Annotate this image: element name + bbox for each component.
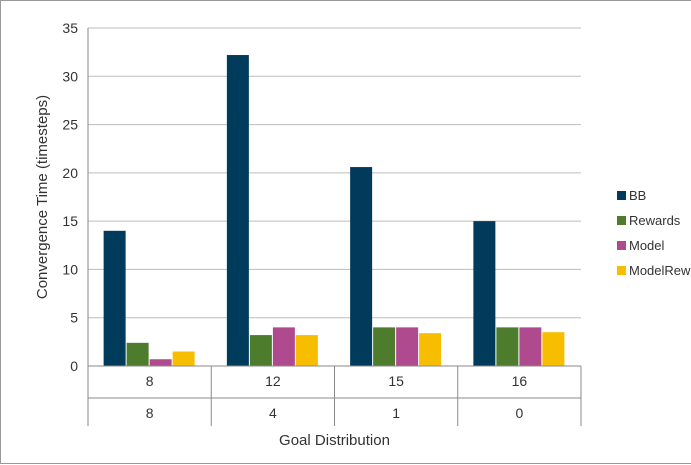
bar-bb-1 — [226, 55, 249, 366]
bar-modelrew-1 — [295, 335, 318, 366]
y-tick-labels: 0 5 10 15 20 25 30 35 — [62, 20, 78, 374]
legend-swatch-bb — [617, 191, 626, 200]
x-axis-title: Goal Distribution — [279, 432, 390, 449]
y-tick-label: 15 — [62, 213, 78, 229]
bar-bb-0 — [103, 230, 126, 366]
bar-model-2 — [396, 327, 419, 366]
bar-model-1 — [272, 327, 295, 366]
legend-swatch-model — [617, 241, 626, 250]
x-category-label: 12 — [265, 373, 281, 389]
legend-label-bb: BB — [629, 188, 646, 203]
y-tick-label: 20 — [62, 165, 78, 181]
bar-bb-2 — [350, 167, 373, 366]
y-tick-label: 35 — [62, 20, 78, 36]
bar-rewards-1 — [249, 335, 272, 366]
axes — [87, 28, 582, 426]
legend-swatch-modelrew — [617, 266, 626, 275]
y-tick-label: 10 — [62, 261, 78, 277]
x-category-label: 4 — [269, 405, 277, 421]
bar-rewards-2 — [373, 327, 396, 366]
x-category-label: 8 — [146, 373, 154, 389]
y-tick-label: 30 — [62, 68, 78, 84]
y-tick-label: 0 — [70, 358, 78, 374]
legend: BB Rewards Model ModelRew — [617, 188, 691, 278]
legend-label-modelrew: ModelRew — [629, 263, 691, 278]
legend-label-rewards: Rewards — [629, 213, 681, 228]
x-category-label: 8 — [146, 405, 154, 421]
x-category-label: 1 — [392, 405, 400, 421]
x-category-label: 15 — [388, 373, 404, 389]
bar-modelrew-0 — [172, 351, 195, 366]
bars — [103, 55, 565, 366]
x-category-labels: 8 12 15 16 8 4 1 0 — [146, 373, 528, 421]
y-tick-label: 5 — [70, 310, 78, 326]
bar-rewards-3 — [496, 327, 519, 366]
legend-label-model: Model — [629, 238, 665, 253]
y-axis-title: Convergence Time (timesteps) — [34, 95, 51, 299]
bar-modelrew-2 — [419, 333, 442, 366]
x-category-label: 0 — [515, 405, 523, 421]
legend-swatch-rewards — [617, 216, 626, 225]
y-tick-label: 25 — [62, 117, 78, 133]
bar-model-0 — [149, 359, 172, 366]
bar-rewards-0 — [126, 342, 149, 366]
bar-model-3 — [519, 327, 542, 366]
grid-lines — [88, 27, 581, 367]
bar-bb-3 — [473, 221, 496, 366]
x-category-label: 16 — [512, 373, 528, 389]
bar-modelrew-3 — [542, 332, 565, 366]
